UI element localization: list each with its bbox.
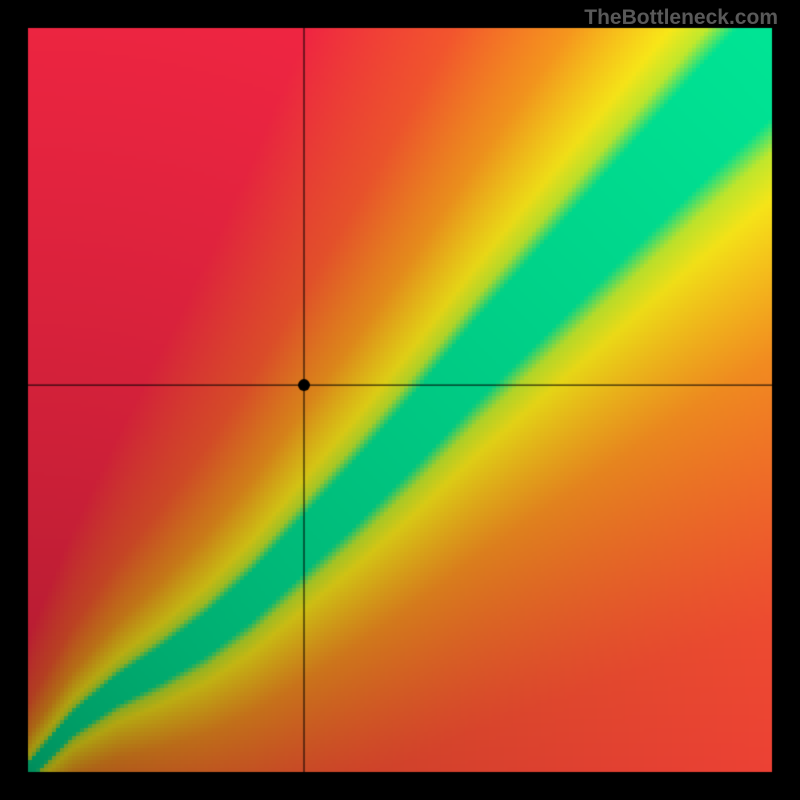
chart-container: TheBottleneck.com: [0, 0, 800, 800]
bottleneck-heatmap: [0, 0, 800, 800]
watermark-text: TheBottleneck.com: [584, 6, 778, 30]
